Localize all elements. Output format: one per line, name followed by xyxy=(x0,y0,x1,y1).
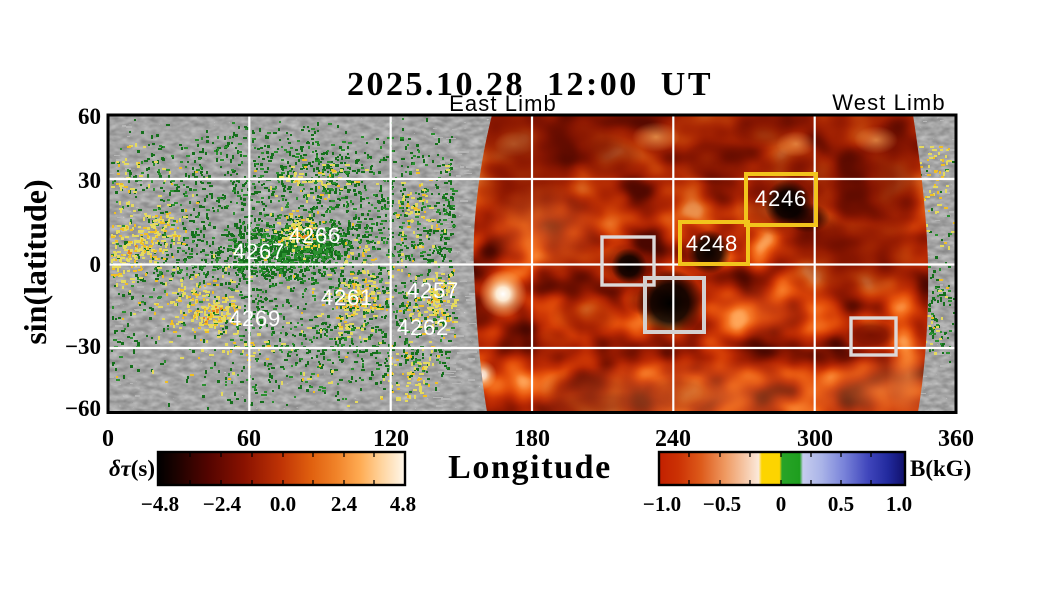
svg-text:−1.0: −1.0 xyxy=(643,492,681,516)
svg-text:B(kG): B(kG) xyxy=(910,456,971,481)
svg-text:0: 0 xyxy=(776,492,787,516)
svg-text:0: 0 xyxy=(102,426,114,452)
svg-text:−4.8: −4.8 xyxy=(141,492,179,516)
svg-text:0: 0 xyxy=(90,252,102,277)
svg-text:sin(latitude): sin(latitude) xyxy=(17,179,53,344)
svg-text:4266: 4266 xyxy=(289,223,341,248)
svg-text:West Limb: West Limb xyxy=(832,90,945,115)
svg-text:−60: −60 xyxy=(65,396,101,421)
svg-text:−30: −30 xyxy=(65,334,101,359)
svg-text:δτ(s): δτ(s) xyxy=(109,456,155,481)
svg-text:1.0: 1.0 xyxy=(886,492,912,516)
svg-text:4257: 4257 xyxy=(407,278,459,303)
svg-text:4.8: 4.8 xyxy=(390,492,416,516)
svg-text:East Limb: East Limb xyxy=(449,91,557,116)
svg-text:360: 360 xyxy=(938,426,974,452)
svg-text:−2.4: −2.4 xyxy=(203,492,242,516)
svg-text:−0.5: −0.5 xyxy=(703,492,741,516)
svg-text:4262: 4262 xyxy=(397,315,449,340)
svg-text:60: 60 xyxy=(237,426,261,452)
svg-text:240: 240 xyxy=(655,426,691,452)
svg-text:2.4: 2.4 xyxy=(331,492,358,516)
svg-text:180: 180 xyxy=(514,426,550,452)
svg-text:4248: 4248 xyxy=(686,231,738,256)
svg-text:4261: 4261 xyxy=(321,285,373,310)
svg-text:0.5: 0.5 xyxy=(828,492,854,516)
svg-text:4267: 4267 xyxy=(233,239,285,264)
svg-text:120: 120 xyxy=(373,426,409,452)
svg-text:60: 60 xyxy=(78,104,101,129)
svg-text:2025.10.28 12:00 UT: 2025.10.28 12:00 UT xyxy=(347,66,713,103)
svg-text:Longitude: Longitude xyxy=(448,449,612,486)
svg-text:0.0: 0.0 xyxy=(270,492,296,516)
svg-text:30: 30 xyxy=(78,168,101,193)
svg-text:300: 300 xyxy=(797,426,833,452)
svg-text:4269: 4269 xyxy=(229,306,281,331)
svg-text:4246: 4246 xyxy=(755,186,807,211)
